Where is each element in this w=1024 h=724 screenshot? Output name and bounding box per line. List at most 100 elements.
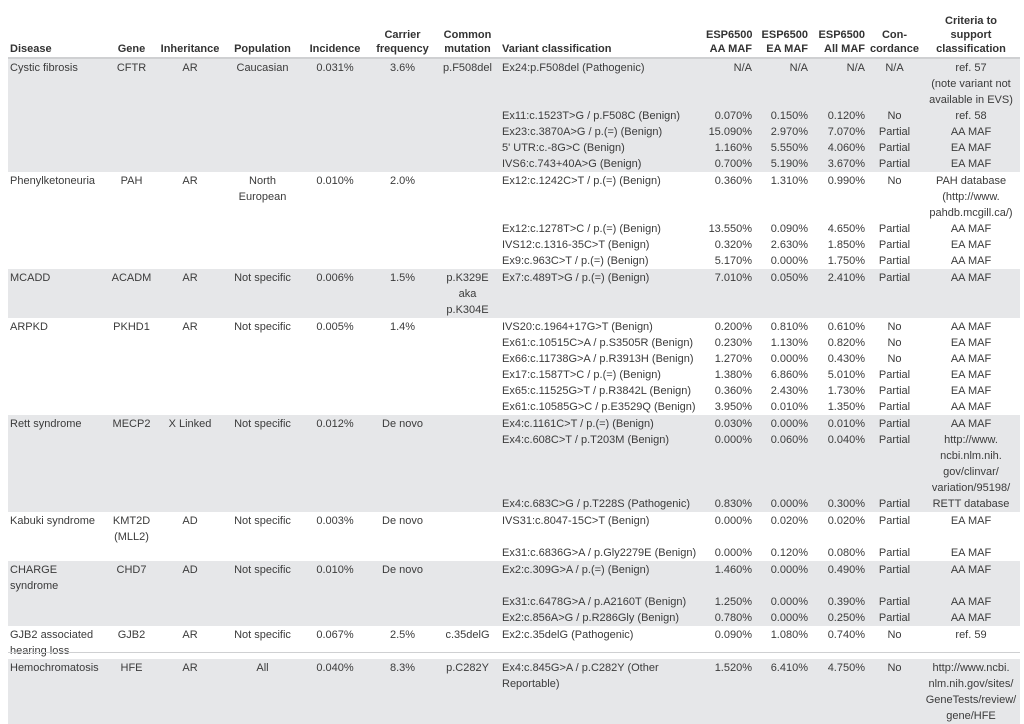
cell-criteria: EA MAF (950, 385, 992, 397)
cell-variant-classification: Ex4:c.845G>A / p.C282Y (Other Reportable… (500, 659, 704, 724)
cell-population: Not specific (225, 415, 300, 432)
cell-variant-classification: Ex23:c.3870A>G / p.(=) (Benign) (500, 124, 704, 140)
cell-disease (8, 351, 108, 367)
cell-criteria: AA MAF (922, 561, 1020, 594)
cell-common-mutation (435, 383, 500, 399)
table-row: Cystic fibrosis CFTR AR Caucasian 0.031% 3.6%… (8, 58, 1020, 108)
cell-all-maf: 0.610% (827, 321, 865, 333)
cell-common-mutation (435, 610, 500, 626)
cell-gene: ACADM (108, 269, 155, 318)
cell-aa-maf: 0.070% (704, 108, 754, 124)
cell-all-maf: 0.740% (827, 629, 865, 641)
cell-carrier-frequency (370, 545, 435, 561)
cell-inheritance: AD (155, 561, 225, 594)
cell-inheritance: AR (182, 175, 198, 187)
cell-population (225, 108, 300, 124)
cell-criteria: AA MAF (950, 255, 992, 267)
cell-population (225, 124, 300, 140)
cell-all-maf: 0.430% (827, 353, 865, 365)
cell-carrier-frequency (370, 140, 435, 156)
cell-aa-maf: 1.160% (704, 140, 754, 156)
cell-variant-classification: IVS31:c.8047-15C>T (Benign) (502, 515, 650, 527)
cell-common-mutation: p.C282Y (435, 659, 500, 724)
cell-aa-maf: 0.030% (704, 415, 754, 432)
cell-all-maf: 0.390% (810, 594, 867, 610)
cell-variant-classification: 5' UTR:c.-8G>C (Benign) (500, 140, 704, 156)
cell-gene: KMT2D (MLL2) (112, 515, 151, 543)
cell-variant-classification: Ex31:c.6478G>A / p.A2160T (Benign) (500, 594, 704, 610)
cell-aa-maf: 0.320% (714, 239, 752, 251)
cell-incidence (300, 335, 370, 351)
cell-concordance: No (887, 337, 902, 349)
cell-all-maf: 0.250% (810, 610, 867, 626)
cell-variant-classification: Ex17:c.1587T>C / p.(=) (Benign) (502, 369, 661, 381)
cell-all-maf: 1.730% (827, 385, 865, 397)
cell-ea-maf: 1.310% (770, 175, 808, 187)
cell-concordance: Partial (867, 432, 922, 496)
cell-criteria: EA MAF (950, 515, 992, 527)
cell-disease (8, 335, 108, 351)
cell-carrier-frequency: 8.3% (370, 659, 435, 724)
cell-concordance: Partial (878, 401, 911, 413)
cell-population (225, 221, 300, 237)
cell-inheritance (155, 221, 225, 237)
cell-disease (8, 156, 108, 172)
cell-common-mutation (435, 237, 500, 253)
cell-concordance: No (887, 353, 902, 365)
cell-population: Not specific (234, 629, 291, 641)
cell-inheritance (155, 432, 225, 496)
cell-disease (8, 383, 108, 399)
header-inheritance: Inheritance (155, 14, 225, 59)
cell-all-maf: 1.850% (827, 239, 865, 251)
cell-disease: CHARGE syndrome (8, 561, 108, 594)
cell-disease: Rett syndrome (8, 415, 108, 432)
table-row: Ex31:c.6836G>A / p.Gly2279E (Benign) 0.00… (8, 545, 1020, 561)
cell-aa-maf: 0.230% (714, 337, 752, 349)
cell-disease (8, 124, 108, 140)
table-row: Ex4:c.683C>G / p.T228S (Pathogenic) 0.830… (8, 496, 1020, 512)
cell-incidence (300, 545, 370, 561)
cell-criteria: EA MAF (950, 337, 992, 349)
table-row: Ex66:c.11738G>A / p.R3913H (Benign) 1.270… (8, 351, 1020, 367)
header-all-maf: ESP6500 All MAF (810, 14, 867, 59)
cell-criteria: AA MAF (950, 223, 992, 235)
cell-ea-maf: 0.810% (770, 321, 808, 333)
cell-incidence: 0.010% (300, 561, 370, 594)
cell-inheritance (155, 383, 225, 399)
cell-incidence (300, 383, 370, 399)
cell-disease (8, 108, 108, 124)
cell-inheritance (155, 367, 225, 383)
cell-ea-maf: 6.410% (754, 659, 810, 724)
cell-disease: ARPKD (10, 321, 48, 333)
cell-inheritance (155, 610, 225, 626)
cell-aa-maf: 0.000% (714, 515, 752, 527)
cell-inheritance: AR (182, 321, 198, 333)
table-row: Ex17:c.1587T>C / p.(=) (Benign) 1.380% 6.8… (8, 367, 1020, 383)
cell-aa-maf: 1.380% (714, 369, 752, 381)
cell-variant-classification: Ex12:c.1242C>T / p.(=) (Benign) (502, 175, 661, 187)
cell-criteria: AA MAF (950, 401, 992, 413)
cell-carrier-frequency (370, 124, 435, 140)
cell-variant-classification: Ex61:c.10515C>A / p.S3505R (Benign) (502, 337, 694, 349)
cell-variant-classification: Ex4:c.608C>T / p.T203M (Benign) (500, 432, 704, 496)
table-row: Hemochromatosis HFE AR All 0.040% 8.3% p.C282Y… (8, 659, 1020, 724)
cell-incidence: 0.012% (300, 415, 370, 432)
header-ea-maf: ESP6500 EA MAF (754, 14, 810, 59)
cell-incidence: 0.067% (316, 629, 354, 641)
cell-ea-maf: 0.000% (754, 594, 810, 610)
cell-criteria: AA MAF (922, 594, 1020, 610)
table-row: Rett syndrome MECP2 X Linked Not specific 0.… (8, 415, 1020, 432)
cell-aa-maf: 0.360% (714, 175, 752, 187)
cell-incidence (300, 496, 370, 512)
cell-disease: Kabuki syndrome (10, 515, 95, 527)
cell-ea-maf: 5.550% (754, 140, 810, 156)
cell-concordance: Partial (867, 594, 922, 610)
cell-carrier-frequency: De novo (382, 515, 423, 527)
cell-inheritance (155, 545, 225, 561)
header-disease: Disease (8, 14, 108, 59)
cell-criteria: AA MAF (922, 610, 1020, 626)
cell-incidence: 0.010% (316, 175, 354, 187)
table-row: Ex11:c.1523T>G / p.F508C (Benign) 0.070% 0… (8, 108, 1020, 124)
cell-aa-maf: 1.250% (704, 594, 754, 610)
cell-criteria: AA MAF (922, 124, 1020, 140)
